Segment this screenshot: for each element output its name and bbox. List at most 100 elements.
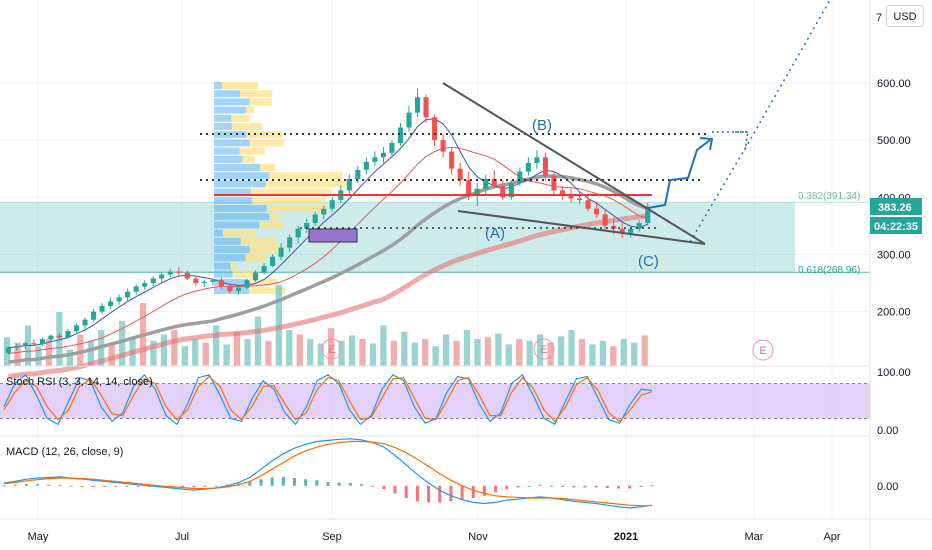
- candle: [363, 157, 369, 175]
- fib-0382-label: 0.382(391.34): [798, 191, 860, 202]
- stoch-axis[interactable]: 100.00 0.00: [877, 367, 911, 437]
- last-price-tag[interactable]: 383.26: [870, 198, 922, 215]
- fib-retracement-zone[interactable]: [0, 202, 795, 273]
- macd-histogram-bar: [91, 485, 95, 487]
- time-axis[interactable]: May Jul Sep Nov 2021 Mar Apr: [28, 531, 841, 543]
- macd-histogram-bar: [58, 484, 62, 486]
- candle: [414, 88, 421, 118]
- macd-histogram: [2, 476, 654, 503]
- candle: [406, 105, 412, 132]
- candle: [133, 284, 139, 295]
- macd-histogram-bar: [214, 485, 218, 487]
- candle: [380, 146, 386, 163]
- price-pane[interactable]: (A) (B) (C) E E E 0.382(391.34) 0.618(26…: [0, 0, 870, 519]
- volume-bar: [296, 334, 303, 366]
- candle: [329, 197, 335, 212]
- volume-bar: [505, 344, 512, 366]
- stoch-rsi-pane[interactable]: Stoch RSI (3, 3, 14, 14, close): [0, 373, 870, 426]
- macd-histogram-bar: [605, 485, 609, 489]
- stoch-k-line: [3, 373, 653, 426]
- volume-profile: [214, 82, 346, 294]
- macd-histogram-bar: [348, 483, 352, 486]
- stoch-tick-label: 0.00: [877, 425, 898, 437]
- ma-200-line: [8, 213, 649, 379]
- volume-bar: [474, 339, 481, 366]
- time-tick-label: Sep: [322, 531, 342, 543]
- last-price-text: 383.26: [878, 202, 912, 214]
- candle: [432, 114, 438, 146]
- volume-bar: [213, 325, 220, 366]
- candlestick-series: [5, 88, 651, 355]
- earnings-marker-2[interactable]: E: [533, 338, 555, 360]
- macd-histogram-bar: [47, 484, 51, 486]
- macd-histogram-bar: [471, 485, 475, 498]
- candle: [90, 308, 97, 322]
- volume-bar: [547, 342, 554, 366]
- volume-profile-bar-down: [249, 98, 272, 106]
- volume-bar: [589, 344, 596, 366]
- volume-profile-bar-up: [214, 114, 232, 122]
- candle: [278, 243, 284, 261]
- stoch-rsi-title: Stoch RSI (3, 3, 14, 14, close): [6, 376, 153, 388]
- candle: [594, 201, 600, 218]
- volume-bar: [578, 339, 586, 366]
- candle: [5, 345, 11, 355]
- macd-histogram-bar: [270, 477, 274, 486]
- macd-histogram-bar: [203, 485, 207, 487]
- earnings-marker-1[interactable]: E: [321, 338, 343, 360]
- candle: [184, 270, 190, 281]
- volume-bar: [620, 339, 627, 366]
- candle: [304, 219, 310, 233]
- price-tick-label: 600.00: [877, 78, 911, 90]
- macd-histogram-bar: [136, 485, 140, 487]
- projected-dotted-arrowhead: [735, 131, 749, 151]
- candle: [252, 270, 259, 282]
- macd-histogram-bar: [494, 485, 498, 493]
- candle: [159, 271, 165, 284]
- volume-profile-bar-up: [214, 278, 247, 286]
- volume-bar: [118, 321, 126, 366]
- wave-label-a: (A): [485, 225, 505, 242]
- volume-profile-bar-up: [214, 205, 267, 212]
- candle: [457, 162, 463, 186]
- volume-bar: [401, 331, 408, 366]
- countdown-tag[interactable]: 04:22:35: [870, 217, 922, 234]
- volume-bar: [77, 334, 84, 366]
- volume-bar: [181, 346, 188, 366]
- ma-100-line: [8, 174, 649, 364]
- macd-title: MACD (12, 26, close, 9): [6, 446, 123, 458]
- macd-histogram-bar: [13, 484, 17, 486]
- volume-bar: [160, 334, 168, 366]
- volume-bar: [223, 344, 230, 366]
- volume-profile-bar-up: [214, 254, 246, 262]
- wave-label-c: (C): [638, 253, 659, 270]
- triangle-upper-trendline: [442, 82, 706, 245]
- macd-histogram-bar: [438, 485, 442, 503]
- macd-axis[interactable]: 0.00: [877, 481, 898, 493]
- macd-pane[interactable]: MACD (12, 26, close, 9): [2, 438, 654, 509]
- candle: [483, 174, 489, 195]
- earnings-marker-2-label: E: [540, 344, 547, 356]
- projected-arrowhead: [699, 137, 714, 151]
- earnings-marker-3[interactable]: E: [752, 339, 774, 361]
- volume-bar: [192, 339, 199, 366]
- macd-histogram-bar: [482, 485, 486, 496]
- currency-button[interactable]: USD: [886, 5, 924, 27]
- candle: [397, 122, 404, 146]
- candle: [500, 180, 506, 201]
- candle: [150, 276, 156, 286]
- macd-histogram-bar: [371, 485, 375, 487]
- volume-bar: [45, 339, 53, 366]
- volume-profile-bar-down: [246, 106, 255, 114]
- volume-profile-bar-down: [242, 155, 255, 163]
- candle: [287, 234, 293, 252]
- volume-profile-bar-down: [239, 147, 266, 155]
- volume-bar: [432, 346, 439, 366]
- candle: [22, 341, 28, 349]
- volume-profile-bar-down: [222, 82, 258, 89]
- time-tick-label: May: [28, 531, 49, 543]
- volume-profile-bar-down: [231, 114, 250, 122]
- macd-histogram-bar: [393, 485, 397, 494]
